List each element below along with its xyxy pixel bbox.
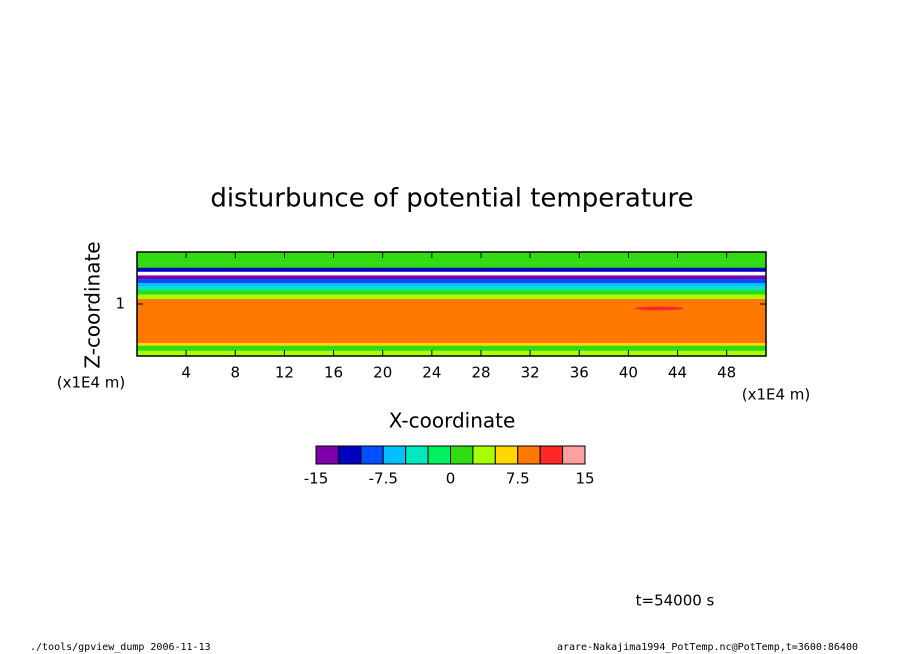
footer-right: arare-Nakajima1994_PotTemp.nc@PotTemp,t=… [557,642,858,653]
contour-band [137,294,766,299]
colorbar-cell [562,445,586,465]
chart-title: disturbunce of potential temperature [210,184,693,214]
x-tick-label: 44 [668,364,687,382]
contour-band [137,298,766,343]
colorbar-label: -15 [304,470,329,488]
contour-band [137,267,766,272]
contour-band [137,283,766,287]
annotation: t=54000 s [636,592,715,610]
x-tick-label: 16 [324,364,343,382]
colorbar-cell [494,445,519,465]
contour-band [137,275,766,280]
x-tick-label: 24 [422,364,441,382]
colorbar-cell [472,445,496,465]
contour-band [137,252,766,263]
colorbar-cell [539,445,564,465]
x-tick-label: 4 [181,364,191,382]
footer-left: ./tools/gpview_dump 2006-11-13 [30,642,211,653]
x-tick-label: 40 [619,364,638,382]
colorbar-label: 0 [446,470,456,488]
contour-band [137,350,766,356]
colorbar-cell [427,445,452,465]
x-tick-label: 32 [521,364,540,382]
colorbar-cell [315,445,339,465]
contour-band [137,343,766,346]
colorbar-cell [405,445,429,465]
x-tick-label: 36 [570,364,589,382]
colorbar-label: 7.5 [506,470,530,488]
colorbar-cell [337,445,362,465]
y-axis-label: Z-coordinate [81,241,105,368]
x-tick-label: 48 [717,364,736,382]
contour-band [137,262,766,268]
y-tick-label: 1 [115,295,125,313]
contour-band [137,279,766,284]
x-tick-label: 12 [275,364,294,382]
colorbar-cell [382,445,407,465]
x-tick-label: 8 [231,364,241,382]
x-tick-label: 28 [471,364,490,382]
x-tick-label: 20 [373,364,392,382]
colorbar-label: 15 [575,470,594,488]
colorbar-cell [360,445,384,465]
x-axis-label: X-coordinate [389,409,516,433]
contour-band [137,345,766,351]
contour-feature [634,306,684,311]
colorbar-label: -7.5 [369,470,398,488]
contour-band [137,286,766,291]
y-unit: (x1E4 m) [57,374,126,392]
x-unit: (x1E4 m) [742,386,811,404]
contour-band [137,290,766,295]
colorbar-cell [450,445,474,465]
colorbar-cell [517,445,541,465]
